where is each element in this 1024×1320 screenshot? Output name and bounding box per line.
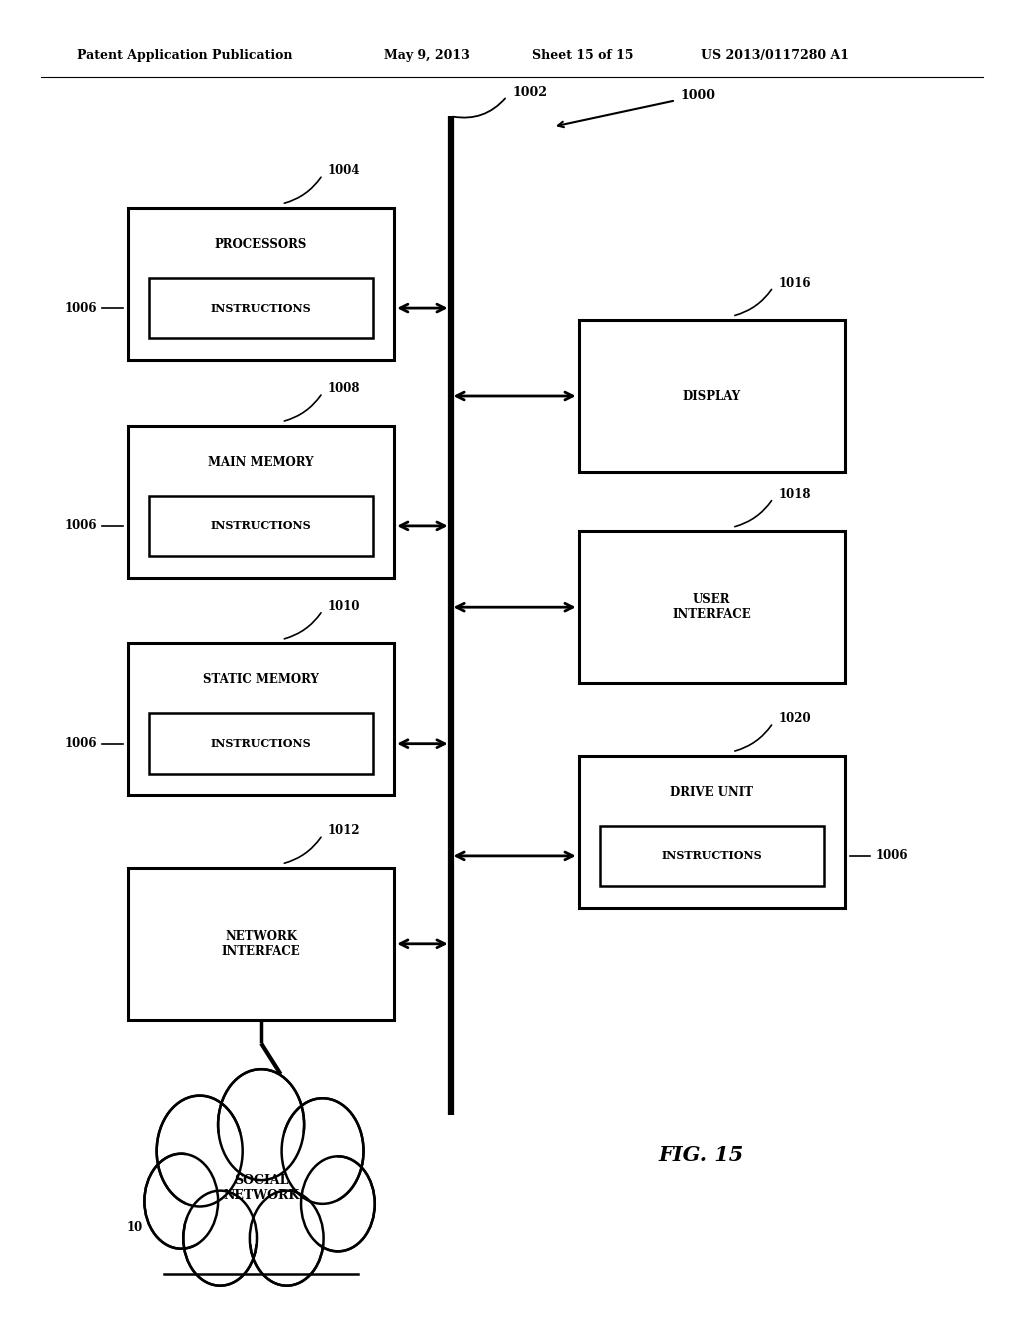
FancyBboxPatch shape: [128, 869, 394, 1020]
Text: 1018: 1018: [778, 488, 811, 500]
FancyBboxPatch shape: [600, 825, 823, 886]
Text: Sheet 15 of 15: Sheet 15 of 15: [532, 49, 634, 62]
Text: 1006: 1006: [65, 737, 97, 750]
Text: 1006: 1006: [65, 301, 97, 314]
Text: 1016: 1016: [778, 277, 811, 289]
FancyBboxPatch shape: [579, 531, 845, 682]
Text: 1012: 1012: [328, 825, 360, 837]
Text: INSTRUCTIONS: INSTRUCTIONS: [211, 738, 311, 750]
Text: FIG. 15: FIG. 15: [658, 1144, 744, 1166]
Text: 1004: 1004: [328, 165, 360, 177]
FancyBboxPatch shape: [579, 321, 845, 473]
Text: SOCIAL
NETWORK: SOCIAL NETWORK: [223, 1173, 299, 1203]
FancyBboxPatch shape: [128, 425, 394, 578]
FancyBboxPatch shape: [150, 495, 373, 556]
FancyBboxPatch shape: [150, 713, 373, 774]
Text: DRIVE UNIT: DRIVE UNIT: [670, 785, 754, 799]
Circle shape: [157, 1096, 243, 1206]
Text: 1014: 1014: [126, 1221, 159, 1234]
Text: STATIC MEMORY: STATIC MEMORY: [203, 673, 319, 686]
Bar: [143, 1082, 379, 1294]
Text: 1020: 1020: [778, 713, 811, 725]
Text: 1010: 1010: [328, 601, 360, 612]
Text: DISPLAY: DISPLAY: [683, 389, 740, 403]
Text: INSTRUCTIONS: INSTRUCTIONS: [211, 302, 311, 314]
FancyBboxPatch shape: [128, 207, 394, 359]
Text: 1002: 1002: [512, 86, 547, 99]
Text: INSTRUCTIONS: INSTRUCTIONS: [211, 520, 311, 532]
Text: USER
INTERFACE: USER INTERFACE: [673, 593, 751, 622]
Circle shape: [301, 1156, 375, 1251]
Text: 1006: 1006: [65, 519, 97, 532]
Circle shape: [218, 1069, 304, 1180]
Circle shape: [144, 1154, 218, 1249]
Text: 1008: 1008: [328, 383, 360, 395]
Text: PROCESSORS: PROCESSORS: [215, 238, 307, 251]
Text: US 2013/0117280 A1: US 2013/0117280 A1: [701, 49, 850, 62]
Bar: [186, 1133, 336, 1243]
Text: MAIN MEMORY: MAIN MEMORY: [208, 455, 314, 469]
Circle shape: [282, 1098, 364, 1204]
Circle shape: [250, 1191, 324, 1286]
Text: May 9, 2013: May 9, 2013: [384, 49, 470, 62]
Text: 1006: 1006: [876, 849, 908, 862]
FancyBboxPatch shape: [150, 277, 373, 338]
Circle shape: [183, 1191, 257, 1286]
Text: 1000: 1000: [681, 88, 716, 102]
Text: NETWORK
INTERFACE: NETWORK INTERFACE: [222, 929, 300, 958]
FancyBboxPatch shape: [579, 755, 845, 908]
Text: Patent Application Publication: Patent Application Publication: [77, 49, 292, 62]
FancyBboxPatch shape: [128, 643, 394, 795]
Text: INSTRUCTIONS: INSTRUCTIONS: [662, 850, 762, 862]
